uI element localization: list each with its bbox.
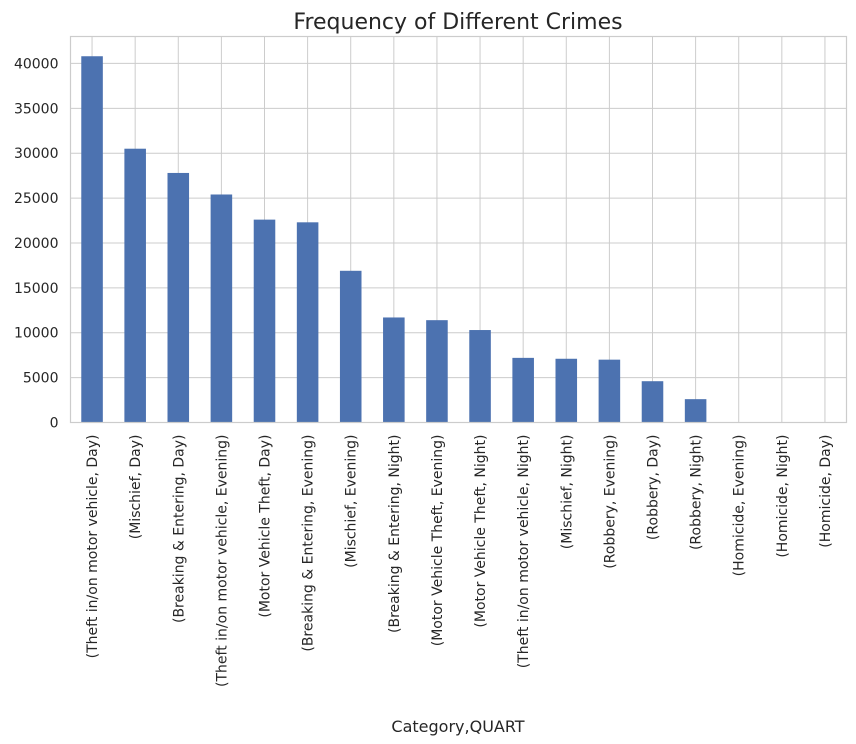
bar xyxy=(167,172,190,423)
x-tick-label: (Homicide, Night) xyxy=(775,435,791,558)
x-tick-label: (Breaking & Entering, Evening) xyxy=(301,435,317,652)
bar xyxy=(253,219,276,423)
bar xyxy=(598,359,621,423)
bar xyxy=(124,148,146,423)
x-tick-labels: (Theft in/on motor vehicle, Day) (Mischie… xyxy=(85,435,834,687)
bar xyxy=(296,222,319,423)
x-axis-label: Category,QUART xyxy=(391,717,524,736)
bar xyxy=(426,320,448,423)
bar xyxy=(81,56,103,423)
y-tick-label: 20000 xyxy=(14,236,59,252)
plot-frame xyxy=(69,35,848,424)
y-tick-label: 25000 xyxy=(14,191,59,207)
bar xyxy=(383,317,405,423)
x-tick-label: (Mischief, Evening) xyxy=(344,435,360,568)
bars xyxy=(81,56,836,423)
bar xyxy=(339,270,362,423)
x-tick-label: (Theft in/on motor vehicle, Day) xyxy=(85,435,101,659)
x-tick-label: (Robbery, Evening) xyxy=(602,435,618,569)
bar xyxy=(555,358,578,423)
y-tick-label: 5000 xyxy=(23,371,59,387)
x-tick-label: (Mischief, Day) xyxy=(128,435,144,540)
x-tick-label: (Breaking & Entering, Day) xyxy=(171,435,187,624)
bar xyxy=(641,381,664,423)
bar xyxy=(210,194,233,423)
y-tick-label: 0 xyxy=(50,416,59,432)
y-tick-label: 10000 xyxy=(14,326,59,342)
x-tick-label: (Mischief, Night) xyxy=(559,435,575,550)
x-tick-label: (Robbery, Night) xyxy=(689,435,705,551)
x-tick-label: (Robbery, Day) xyxy=(646,435,662,541)
y-tick-labels: 0 5000 10000 15000 20000 25000 30000 35000 40000 xyxy=(14,56,59,431)
y-tick-label: 15000 xyxy=(14,281,59,297)
x-tick-label: (Motor Vehicle Theft, Evening) xyxy=(430,435,446,647)
bar xyxy=(684,399,707,423)
x-tick-label: (Motor Vehicle Theft, Day) xyxy=(258,435,274,618)
y-tick-label: 35000 xyxy=(14,101,59,117)
x-tick-label: (Homicide, Evening) xyxy=(732,435,748,577)
x-tick-label: (Theft in/on motor vehicle, Evening) xyxy=(214,435,230,687)
x-tick-label: (Homicide, Day) xyxy=(818,435,834,548)
bar xyxy=(512,357,534,423)
y-tick-label: 30000 xyxy=(14,146,59,162)
chart-title: Frequency of Different Crimes xyxy=(293,10,622,35)
bar xyxy=(469,330,491,423)
x-tick-label: (Motor Vehicle Theft, Night) xyxy=(473,435,489,628)
y-tick-label: 40000 xyxy=(14,56,59,72)
x-tick-label: (Breaking & Entering, Night) xyxy=(387,435,403,633)
x-tick-label: (Theft in/on motor vehicle, Night) xyxy=(516,435,532,669)
